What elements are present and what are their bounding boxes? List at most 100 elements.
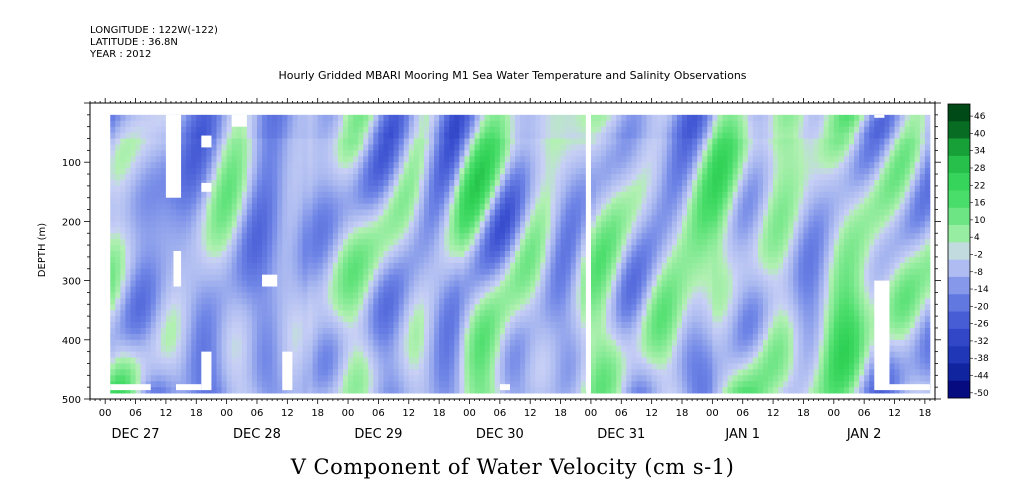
heatmap-cell	[236, 239, 243, 246]
heatmap-cell	[474, 251, 481, 258]
heatmap-cell	[575, 363, 582, 370]
heatmap-cell	[287, 150, 293, 157]
heatmap-cell	[110, 363, 116, 370]
heatmap-cell	[181, 251, 187, 258]
heatmap-cell	[332, 138, 339, 145]
heatmap-cell	[606, 268, 612, 276]
heatmap-cell	[383, 268, 389, 276]
heatmap-cell	[267, 174, 273, 181]
heatmap-cell	[358, 369, 364, 376]
heatmap-cell	[322, 286, 329, 293]
heatmap-cell	[358, 351, 364, 358]
heatmap-cell	[297, 351, 303, 358]
heatmap-cell	[383, 120, 389, 128]
heatmap-cell	[439, 191, 445, 199]
heatmap-cell	[332, 351, 339, 358]
heatmap-cell	[601, 233, 607, 240]
heatmap-cell	[181, 209, 187, 216]
heatmap-cell	[590, 162, 597, 169]
heatmap-cell	[469, 357, 475, 364]
heatmap-cell	[631, 262, 637, 270]
heatmap-cell	[236, 251, 243, 258]
heatmap-cell	[429, 179, 435, 187]
heatmap-cell	[540, 179, 546, 187]
heatmap-cell	[388, 197, 394, 205]
heatmap-cell	[317, 221, 324, 228]
heatmap-cell	[282, 197, 288, 205]
heatmap-cell	[444, 304, 450, 311]
heatmap-cell	[540, 304, 546, 311]
heatmap-cell	[196, 245, 202, 252]
heatmap-cell	[646, 316, 653, 323]
heatmap-cell	[231, 280, 238, 287]
heatmap-cell	[368, 239, 374, 246]
heatmap-cell	[231, 251, 238, 258]
heatmap-cell	[408, 138, 415, 145]
heatmap-cell	[368, 280, 374, 287]
heatmap-cell	[449, 191, 455, 199]
heatmap-cell	[621, 227, 627, 234]
heatmap-cell	[327, 333, 334, 341]
heatmap-cell	[479, 168, 486, 175]
heatmap-cell	[570, 381, 577, 388]
heatmap-cell	[120, 245, 126, 252]
heatmap-cell	[211, 256, 217, 264]
heatmap-cell	[353, 185, 359, 193]
heatmap-cell	[327, 179, 334, 187]
heatmap-cell	[626, 339, 632, 347]
heatmap-cell	[504, 150, 511, 157]
heatmap-cell	[651, 114, 658, 122]
heatmap-cell	[231, 203, 238, 210]
heatmap-cell	[595, 304, 602, 311]
heatmap-cell	[135, 292, 141, 299]
heatmap-cell	[322, 292, 329, 299]
heatmap-cell	[206, 156, 212, 163]
heatmap-cell	[631, 310, 637, 317]
heatmap-cell	[241, 322, 248, 329]
heatmap-cell	[165, 310, 172, 317]
heatmap-cell	[287, 245, 293, 252]
heatmap-cell	[459, 120, 465, 128]
heatmap-cell	[398, 132, 405, 139]
heatmap-cell	[246, 144, 253, 151]
heatmap-cell	[515, 375, 521, 382]
heatmap-cell	[479, 256, 486, 264]
heatmap-cell	[181, 339, 187, 347]
heatmap-cell	[393, 233, 400, 240]
heatmap-cell	[378, 274, 384, 281]
heatmap-cell	[555, 357, 561, 364]
heatmap-cell	[515, 245, 521, 252]
heatmap-cell	[434, 363, 440, 370]
heatmap-cell	[373, 144, 379, 151]
heatmap-cell	[287, 114, 293, 122]
heatmap-cell	[150, 185, 157, 193]
heatmap-cell	[191, 316, 197, 323]
heatmap-cell	[429, 221, 435, 228]
heatmap-cell	[327, 168, 334, 175]
heatmap-cell	[267, 304, 273, 311]
heatmap-cell	[449, 375, 455, 382]
heatmap-cell	[236, 221, 243, 228]
heatmap-cell	[373, 191, 379, 199]
heatmap-cell	[327, 274, 334, 281]
heatmap-cell	[282, 191, 288, 199]
heatmap-cell	[434, 357, 440, 364]
heatmap-cell	[621, 179, 627, 187]
heatmap-cell	[221, 215, 228, 222]
heatmap-cell	[191, 185, 197, 193]
heatmap-cell	[216, 245, 222, 252]
heatmap-cell	[651, 120, 658, 128]
heatmap-cell	[626, 327, 632, 335]
heatmap-cell	[479, 387, 486, 394]
heatmap-cell	[484, 156, 491, 163]
heatmap-cell	[504, 168, 511, 175]
heatmap-cell	[601, 333, 607, 341]
heatmap-cell	[302, 375, 308, 382]
heatmap-cell	[287, 197, 293, 205]
heatmap-cell	[120, 150, 126, 157]
heatmap-cell	[181, 215, 187, 222]
heatmap-cell	[626, 345, 632, 353]
heatmap-cell	[504, 304, 511, 311]
heatmap-cell	[368, 363, 374, 370]
